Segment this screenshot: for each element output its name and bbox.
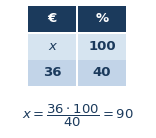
Text: 40: 40	[93, 67, 111, 79]
Text: %: %	[95, 13, 109, 26]
Text: x: x	[48, 40, 56, 54]
Bar	[78, 60, 126, 86]
Text: €: €	[47, 13, 57, 26]
Bar	[28, 6, 76, 32]
Bar	[78, 34, 126, 60]
Text: 36: 36	[43, 67, 61, 79]
Bar	[78, 6, 126, 32]
Text: 100: 100	[88, 40, 116, 54]
Bar	[28, 60, 76, 86]
Bar	[28, 34, 76, 60]
Text: $x = \dfrac{36 \cdot 100}{40} = 90$: $x = \dfrac{36 \cdot 100}{40} = 90$	[22, 103, 134, 129]
